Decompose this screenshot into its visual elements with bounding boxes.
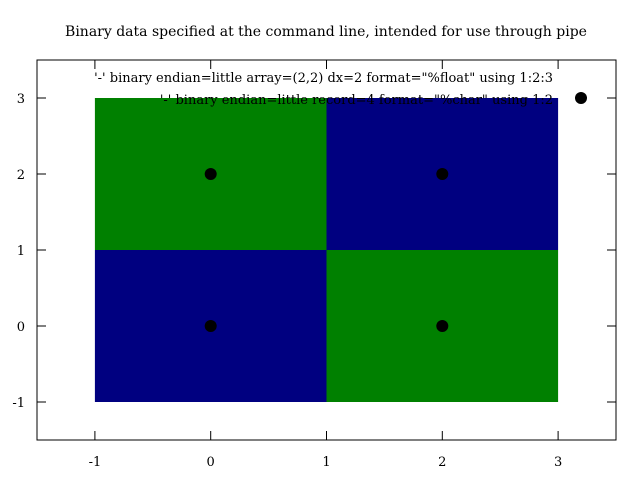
- y-tick-label-2: 1: [17, 244, 25, 259]
- legend-label-image: '-' binary endian=little array=(2,2) dx=…: [94, 71, 553, 86]
- data-point-3: [436, 168, 449, 180]
- y-tick-label-1: 0: [17, 320, 25, 335]
- chart-title: Binary data specified at the command lin…: [65, 24, 587, 40]
- y-tick-label-0: -1: [12, 396, 25, 411]
- x-tick-label-3: 2: [438, 455, 446, 470]
- x-tick-label-0: -1: [89, 455, 102, 470]
- data-point-2: [204, 168, 217, 180]
- heatmap-cells: [94, 98, 559, 402]
- y-tick-label-3: 2: [17, 168, 25, 183]
- y-tick-label-4: 3: [17, 92, 25, 107]
- data-point-1: [436, 320, 449, 332]
- axis-ticks: -1 0 1 2 3 -1 0 1 2 3: [12, 60, 616, 470]
- x-tick-label-1: 0: [207, 455, 215, 470]
- scatter-points: [204, 168, 449, 332]
- legend-point-marker: [575, 92, 587, 104]
- legend-label-points: '-' binary endian=little record=4 format…: [160, 93, 553, 108]
- data-point-0: [204, 320, 217, 332]
- x-tick-label-2: 1: [322, 455, 330, 470]
- x-tick-label-4: 3: [554, 455, 562, 470]
